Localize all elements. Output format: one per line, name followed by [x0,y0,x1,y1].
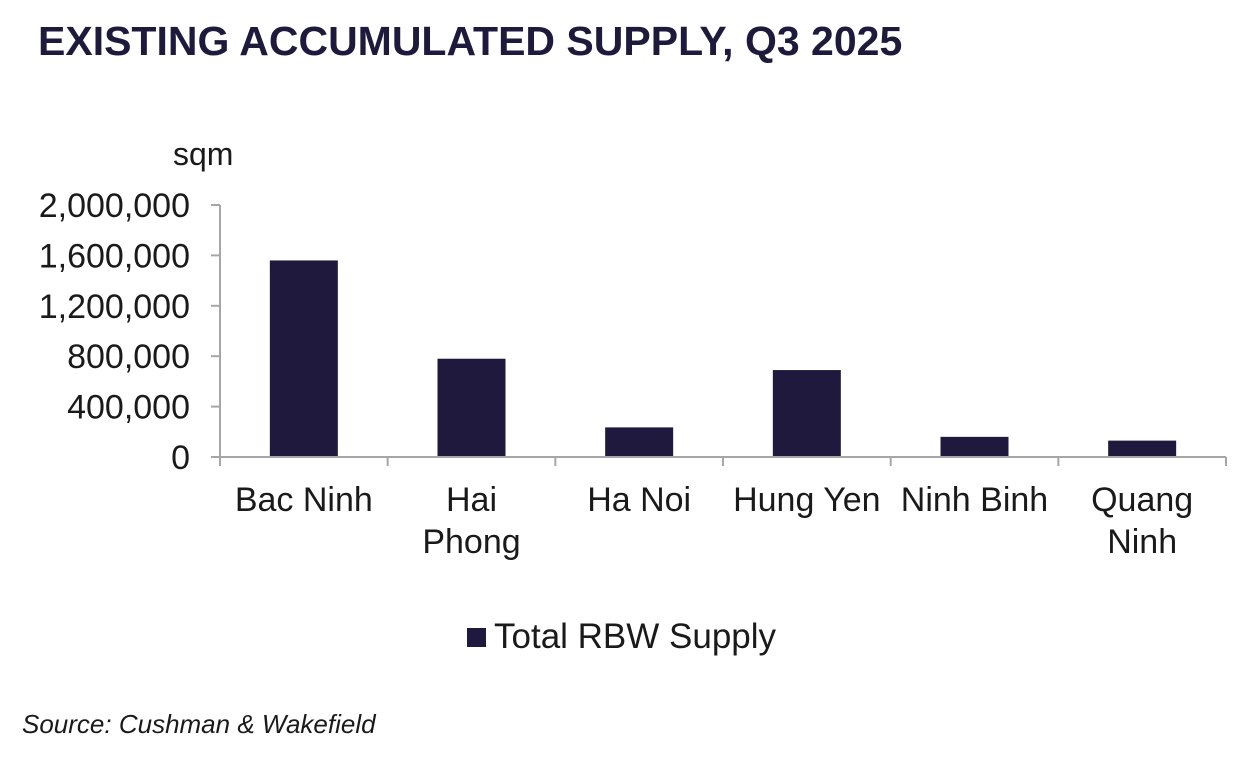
legend: Total RBW Supply [467,617,776,657]
bar-bac-ninh [269,260,338,457]
source-note: Source: Cushman & Wakefield [22,709,376,739]
x-category-label: Phong [422,523,520,561]
legend-swatch [467,627,486,647]
x-category-label: Ha Noi [587,481,691,519]
x-category-label: Hai [446,481,497,519]
x-category-label: Hung Yen [733,481,881,519]
chart-title: EXISTING ACCUMULATED SUPPLY, Q3 2025 [38,18,903,64]
x-category-label: Quang [1091,481,1193,519]
bar-hai-phong [437,358,506,457]
y-axis-unit-label: sqm [173,136,234,172]
x-category-label: Ninh Binh [901,481,1048,519]
x-category-label: Bac Ninh [235,481,373,519]
y-tick-label: 1,200,000 [39,288,190,326]
bar-hung-yen [772,370,841,457]
x-category-label: Ninh [1107,523,1177,561]
y-tick-label: 800,000 [67,338,190,376]
y-tick-label: 400,000 [67,389,190,427]
bar-quang-ninh [1108,440,1177,457]
legend-label: Total RBW Supply [494,617,777,656]
y-tick-label: 0 [171,439,190,477]
y-tick-label: 2,000,000 [39,187,190,225]
axes-group [211,204,1227,466]
bars-group [269,260,1177,457]
y-tick-label: 1,600,000 [39,237,190,275]
labels-group: 0 400,000 800,000 1,200,000 1,600,000 2,000,0… [39,187,1193,561]
bar-ninh-binh [940,436,1009,457]
bar-ha-noi [605,427,674,457]
